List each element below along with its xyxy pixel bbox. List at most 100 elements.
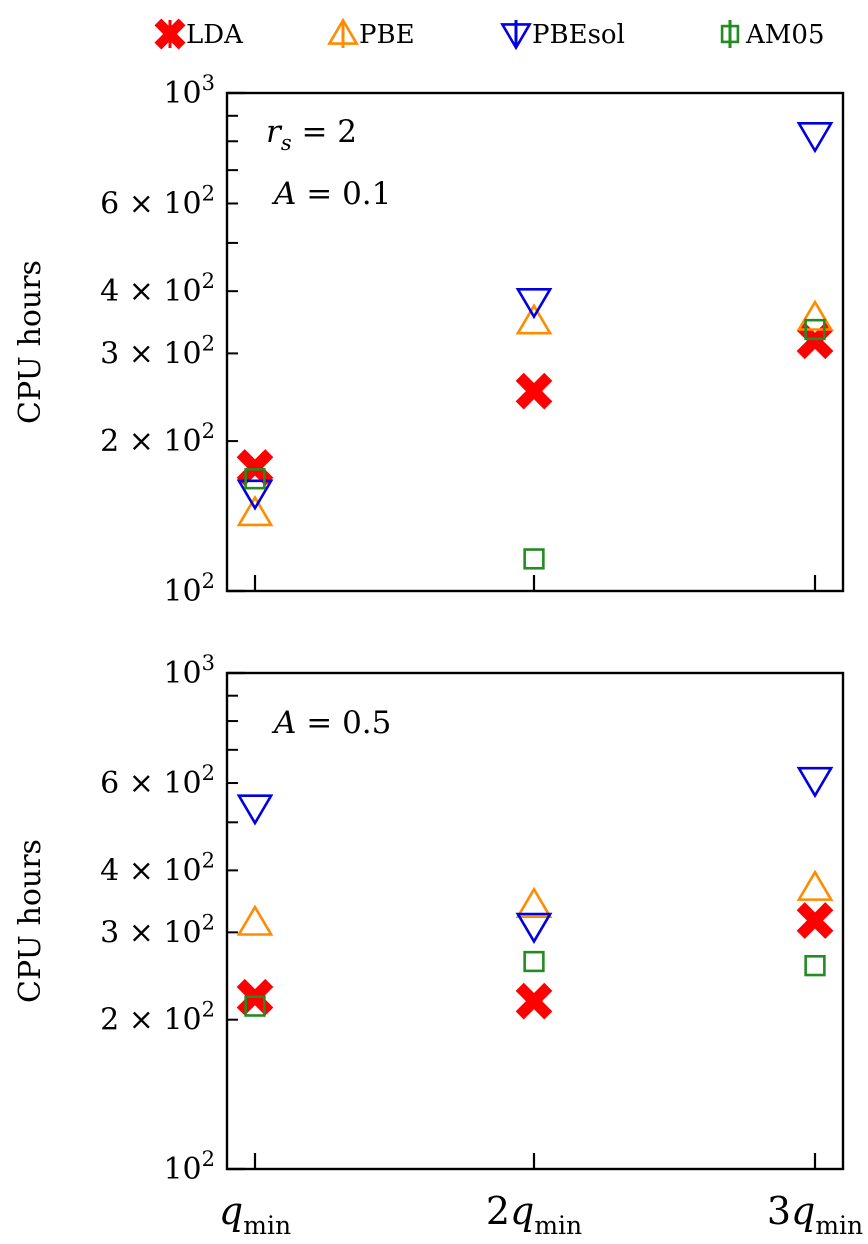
legend-label: PBE bbox=[359, 20, 415, 50]
y-tick-exponent: 2 bbox=[202, 848, 215, 872]
legend-label: LDA bbox=[186, 20, 244, 50]
annotation-amplitude: A = 0.1 bbox=[271, 176, 391, 212]
legend-entry-pbe: PBE bbox=[327, 17, 415, 50]
data-point-pbe bbox=[796, 869, 834, 901]
y-tick-exponent: 2 bbox=[202, 181, 215, 205]
y-axis-label: CPU hours bbox=[13, 839, 48, 1003]
y-tick-exponent: 3 bbox=[202, 651, 215, 675]
data-point-pbe bbox=[236, 904, 274, 936]
y-tick-mantissa: 4 × bbox=[100, 274, 163, 309]
y-tick-exponent: 2 bbox=[202, 1147, 215, 1171]
data-point-pbesol bbox=[796, 766, 834, 799]
annotation-a-value: = 0.1 bbox=[296, 176, 391, 212]
series-pbe bbox=[236, 869, 834, 936]
y-tick-label: 2 × 102 bbox=[100, 419, 215, 459]
x-tick-label: 2qmin bbox=[486, 1189, 582, 1240]
y-tick-label: 102 bbox=[163, 1147, 215, 1187]
annotation-a-symbol: A bbox=[271, 705, 296, 741]
annotation-rs-sub: s bbox=[281, 131, 292, 155]
data-point-lda bbox=[515, 982, 553, 1020]
legend-marker-pbesol bbox=[500, 23, 532, 51]
x-tick-sub: min bbox=[243, 1211, 291, 1240]
y-tick-base: 10 bbox=[163, 186, 201, 221]
x-tick-label: 3qmin bbox=[767, 1189, 863, 1240]
y-tick-exponent: 2 bbox=[202, 569, 215, 593]
y-tick-base: 10 bbox=[163, 656, 201, 691]
series-pbesol bbox=[236, 766, 834, 944]
y-tick-mantissa: 3 × bbox=[100, 336, 163, 371]
legend-marker-pbe bbox=[327, 17, 359, 45]
data-point-am05 bbox=[244, 995, 266, 1017]
plot-frame bbox=[225, 91, 845, 593]
series-am05 bbox=[244, 950, 826, 1017]
y-tick-base: 10 bbox=[163, 1152, 201, 1187]
y-tick-label: 103 bbox=[163, 651, 215, 691]
data-point-lda bbox=[796, 902, 834, 939]
y-tick-base: 10 bbox=[163, 574, 201, 609]
data-point-pbesol bbox=[236, 479, 274, 511]
y-tick-base: 10 bbox=[163, 336, 201, 371]
x-tick-base: q bbox=[219, 1189, 243, 1233]
data-point-pbe bbox=[796, 299, 834, 331]
annotation-rs-symbol: r bbox=[266, 114, 283, 150]
y-tick-mantissa: 4 × bbox=[100, 853, 163, 888]
y-tick-exponent: 3 bbox=[202, 71, 215, 95]
y-tick-base: 10 bbox=[163, 853, 201, 888]
y-tick-exponent: 2 bbox=[202, 761, 215, 785]
data-point-pbesol bbox=[236, 794, 274, 826]
y-tick-base: 10 bbox=[163, 424, 201, 459]
x-tick-coef: 2 bbox=[486, 1189, 510, 1233]
x-tick-sub: min bbox=[534, 1211, 582, 1240]
y-tick-mantissa: 6 × bbox=[100, 186, 163, 221]
data-point-pbesol bbox=[515, 912, 553, 944]
y-tick-label: 6 × 102 bbox=[100, 761, 215, 801]
data-point-pbe bbox=[515, 303, 553, 335]
legend-entry-lda: LDA bbox=[154, 18, 244, 50]
y-axis-label: CPU hours bbox=[13, 260, 48, 424]
y-tick-base: 10 bbox=[163, 915, 201, 950]
y-tick-base: 10 bbox=[163, 274, 201, 309]
y-tick-label: 3 × 102 bbox=[100, 910, 215, 950]
x-tick-sub: min bbox=[815, 1211, 863, 1240]
legend-marker-lda bbox=[154, 18, 186, 50]
series-lda bbox=[236, 322, 834, 486]
data-point-pbesol bbox=[515, 287, 553, 320]
data-point-am05 bbox=[804, 318, 826, 341]
series-lda bbox=[236, 902, 834, 1020]
y-tick-base: 10 bbox=[163, 766, 201, 801]
y-tick-exponent: 2 bbox=[202, 331, 215, 355]
y-tick-label: 102 bbox=[163, 569, 215, 609]
series-pbe bbox=[236, 299, 834, 527]
legend: LDA PBE PBEsol AM05 bbox=[154, 17, 824, 51]
annotation-amplitude: A = 0.5 bbox=[271, 705, 391, 741]
data-point-pbesol bbox=[796, 122, 834, 154]
data-point-pbe bbox=[236, 494, 274, 527]
legend-entry-am05: AM05 bbox=[720, 20, 824, 50]
series-pbesol bbox=[236, 122, 834, 511]
y-tick-mantissa: 3 × bbox=[100, 915, 163, 950]
data-point-am05 bbox=[523, 548, 545, 570]
annotation-a-symbol: A bbox=[271, 176, 296, 212]
y-tick-label: 2 × 102 bbox=[100, 998, 215, 1038]
y-tick-label: 4 × 102 bbox=[100, 848, 215, 888]
y-tick-mantissa: 2 × bbox=[100, 1003, 163, 1038]
y-tick-label: 4 × 102 bbox=[100, 269, 215, 309]
annotation-a-value: = 0.5 bbox=[296, 705, 391, 741]
y-tick-label: 6 × 102 bbox=[100, 181, 215, 221]
legend-label: AM05 bbox=[745, 20, 824, 50]
y-tick-base: 10 bbox=[163, 1003, 201, 1038]
x-tick-label: qmin bbox=[219, 1189, 291, 1240]
legend-marker-am05 bbox=[720, 24, 740, 44]
data-point-pbe bbox=[515, 886, 553, 918]
plot-frame bbox=[225, 671, 845, 1171]
x-tick-base: q bbox=[510, 1189, 534, 1233]
y-tick-exponent: 2 bbox=[202, 419, 215, 443]
y-tick-exponent: 2 bbox=[202, 910, 215, 934]
data-point-am05 bbox=[804, 955, 826, 977]
annotation-rs: rs = 2 bbox=[266, 114, 357, 155]
y-tick-base: 10 bbox=[163, 76, 201, 111]
legend-label: PBEsol bbox=[532, 20, 625, 50]
data-point-am05 bbox=[523, 950, 545, 973]
